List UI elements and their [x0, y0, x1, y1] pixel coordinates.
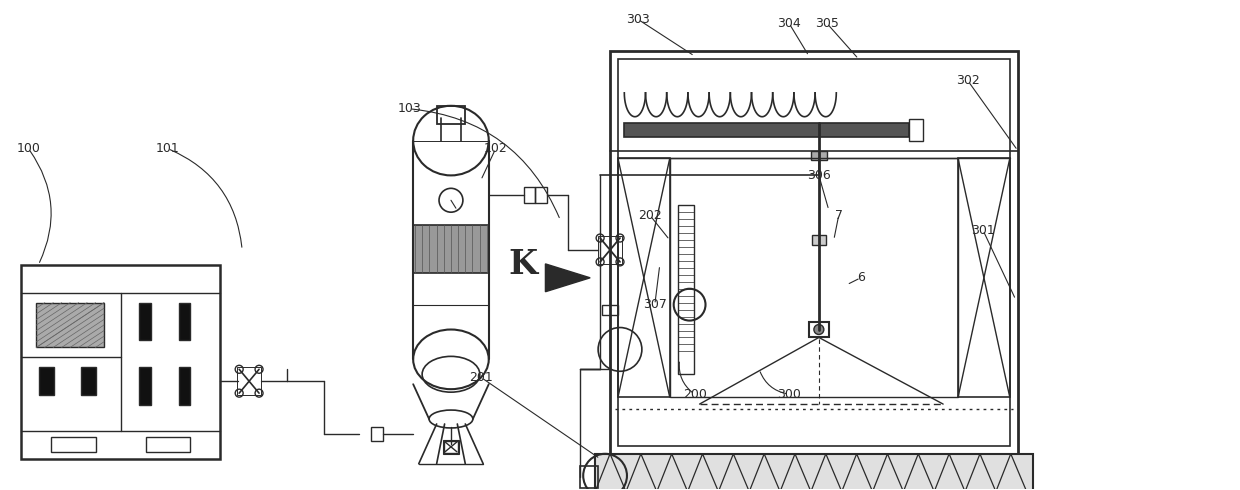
Text: 201: 201: [469, 371, 492, 384]
Text: 7: 7: [835, 209, 843, 221]
Bar: [179, 303, 191, 341]
Bar: [81, 368, 95, 395]
Bar: [624, 122, 909, 137]
Bar: [812, 235, 826, 245]
Text: 202: 202: [637, 209, 662, 221]
Text: 6: 6: [857, 271, 864, 284]
Text: 101: 101: [156, 142, 180, 155]
Bar: [40, 368, 55, 395]
Bar: [603, 305, 618, 315]
Bar: [444, 441, 458, 453]
Text: 301: 301: [971, 223, 994, 237]
Text: 302: 302: [956, 74, 980, 87]
Bar: [237, 368, 262, 395]
Bar: [598, 236, 622, 264]
Bar: [618, 158, 670, 397]
Bar: [51, 437, 95, 452]
Bar: [179, 368, 191, 405]
Bar: [595, 454, 1033, 490]
Bar: [959, 158, 1009, 397]
Bar: [909, 119, 924, 141]
Bar: [811, 150, 827, 161]
Text: K: K: [508, 248, 537, 281]
Text: 300: 300: [777, 388, 801, 401]
Bar: [139, 368, 151, 405]
Bar: [443, 440, 459, 454]
Bar: [618, 59, 1009, 446]
Bar: [678, 205, 693, 374]
Text: 102: 102: [484, 142, 507, 155]
Circle shape: [813, 324, 823, 335]
Bar: [523, 187, 536, 203]
Text: 305: 305: [815, 17, 838, 30]
Bar: [413, 225, 489, 273]
Bar: [372, 427, 383, 441]
Bar: [610, 51, 1018, 454]
Bar: [36, 303, 104, 347]
Bar: [580, 466, 598, 488]
Bar: [808, 321, 828, 338]
Bar: [670, 158, 959, 397]
Text: 304: 304: [777, 17, 801, 30]
Text: 103: 103: [397, 102, 422, 115]
Text: 306: 306: [807, 169, 831, 182]
Text: 307: 307: [642, 298, 667, 311]
Bar: [146, 437, 191, 452]
Bar: [21, 265, 221, 459]
Bar: [139, 303, 151, 341]
Polygon shape: [546, 264, 590, 292]
Bar: [536, 187, 547, 203]
Text: 303: 303: [626, 13, 650, 26]
Text: 200: 200: [683, 388, 707, 401]
Bar: [436, 106, 465, 123]
Text: 100: 100: [16, 142, 41, 155]
